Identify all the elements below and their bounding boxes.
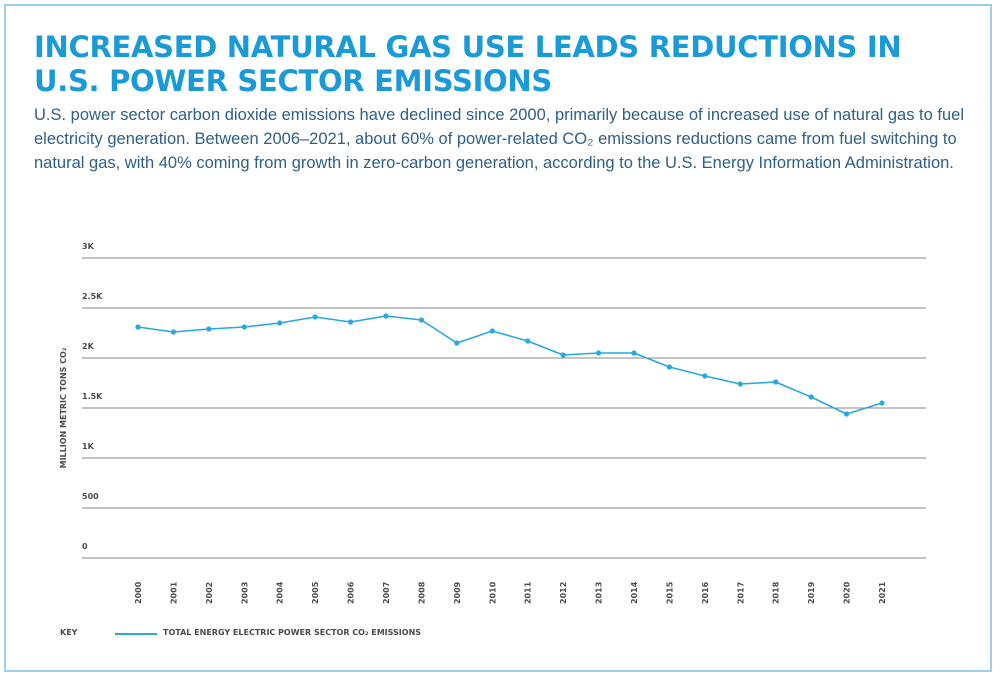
data-point: [277, 320, 283, 326]
data-point: [737, 381, 743, 387]
x-tick-label: 2012: [559, 582, 568, 604]
data-point: [135, 324, 141, 330]
series-line-layer: [137, 315, 883, 415]
x-tick-label: 2017: [736, 582, 745, 604]
x-tick-label: 2004: [276, 581, 285, 604]
x-tick-label: 2000: [134, 581, 143, 604]
data-point: [879, 400, 885, 406]
y-axis-title: MILLION METRIC TONS CO₂: [59, 347, 68, 468]
data-point: [773, 379, 779, 385]
y-tick-label: 3K: [82, 242, 95, 251]
x-tick-label: 2020: [843, 581, 852, 604]
data-point: [206, 326, 212, 332]
x-tick-label: 2011: [524, 581, 533, 604]
x-tick-label: 2013: [595, 582, 604, 604]
legend-line-swatch: [115, 633, 157, 635]
x-tick-label: 2008: [417, 581, 426, 604]
x-tick-label: 2007: [382, 582, 391, 604]
x-tick-label: 2003: [240, 582, 249, 604]
data-point: [312, 314, 318, 320]
data-point: [560, 352, 566, 358]
y-tick-label: 500: [82, 492, 99, 501]
data-point: [843, 411, 850, 417]
data-point: [241, 324, 247, 330]
data-point: [525, 338, 531, 344]
data-point: [595, 350, 602, 356]
x-tick-label: 2009: [453, 581, 462, 604]
chart-title: INCREASED NATURAL GAS USE LEADS REDUCTIO…: [34, 30, 902, 98]
x-tick-label: 2016: [701, 581, 710, 604]
chart-frame: [4, 4, 992, 672]
x-tick-label: 2021: [878, 581, 887, 604]
x-tick-label: 2014: [630, 581, 639, 604]
x-tick-label: 2002: [205, 582, 214, 604]
x-tick-label: 2019: [807, 581, 816, 604]
data-point: [418, 317, 425, 323]
data-point: [631, 350, 637, 356]
y-tick-label: 2K: [82, 342, 95, 351]
series-line: [137, 315, 883, 415]
data-point: [702, 373, 708, 379]
legend-series-label: TOTAL ENERGY ELECTRIC POWER SECTOR CO₂ E…: [163, 628, 422, 637]
x-tick-labels: 2000 2001 2002 2003 2004 2005 2006 2007 2008 2009…: [134, 581, 887, 604]
data-point: [383, 313, 389, 319]
data-point: [347, 319, 354, 325]
y-tick-label: 1K: [82, 442, 95, 451]
x-tick-label: 2005: [311, 581, 320, 604]
data-point: [170, 329, 177, 335]
x-tick-label: 2015: [665, 581, 674, 604]
y-tick-labels: 0 500 1K 1.5K 2K 2.5K 3K: [82, 242, 103, 551]
y-tick-label: 0: [82, 542, 88, 551]
data-point: [808, 394, 814, 400]
gridlines: [82, 257, 926, 559]
data-point: [454, 340, 460, 346]
legend-key-label: KEY: [60, 628, 78, 637]
x-tick-label: 2010: [488, 581, 497, 604]
data-point: [666, 364, 673, 370]
y-tick-label: 1.5K: [82, 392, 103, 401]
chart-subtitle: U.S. power sector carbon dioxide emissio…: [34, 106, 965, 172]
data-point: [489, 328, 495, 334]
data-points: [135, 313, 885, 417]
x-tick-label: 2018: [772, 581, 781, 604]
x-tick-label: 2006: [347, 581, 356, 604]
y-tick-label: 2.5K: [82, 292, 103, 301]
x-tick-label: 2001: [169, 581, 178, 604]
